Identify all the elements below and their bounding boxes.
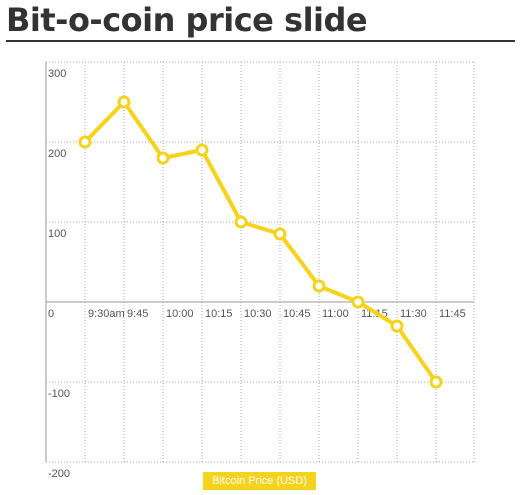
y-tick-label: 100 <box>48 228 66 240</box>
series-bitcoin-price <box>78 95 443 389</box>
y-tick-label: 200 <box>48 148 66 160</box>
data-point <box>117 95 131 109</box>
y-tick-label: 0 <box>48 308 54 320</box>
y-tick-label: 300 <box>48 68 66 80</box>
series-line <box>83 100 438 384</box>
x-tick-label: 9:45 <box>127 308 148 320</box>
data-point <box>234 215 248 229</box>
data-point <box>429 375 443 389</box>
chart-title: Bit-o-coin price slide <box>6 1 368 39</box>
x-tick-label: 10:30 <box>244 308 272 320</box>
chart-axes <box>45 61 475 463</box>
data-point <box>156 151 170 165</box>
y-tick-label: -200 <box>48 468 70 480</box>
chart-grid <box>46 61 474 462</box>
x-tick-label: 11:45 <box>439 308 466 320</box>
data-point <box>273 227 287 241</box>
x-axis-labels: 9:30am 9:45 10:00 10:15 10:30 10:45 11:00 11:15… <box>88 308 466 320</box>
x-tick-label: 11:00 <box>322 308 349 320</box>
x-tick-label: 11:30 <box>400 308 427 320</box>
x-tick-label: 10:15 <box>205 308 233 320</box>
x-tick-label: 10:45 <box>283 308 311 320</box>
title-divider <box>6 40 515 42</box>
data-point <box>351 295 365 309</box>
y-tick-label: -100 <box>48 388 70 400</box>
data-point <box>390 319 404 333</box>
y-axis-labels: 300 200 100 0 -100 -200 <box>48 68 70 480</box>
x-tick-label: 9:30am <box>88 308 125 320</box>
data-point <box>312 279 326 293</box>
data-point <box>195 143 209 157</box>
data-point <box>78 135 92 149</box>
x-tick-label: 10:00 <box>166 308 194 320</box>
legend-item-bitcoin-price: Bitcoin Price (USD) <box>203 472 316 490</box>
